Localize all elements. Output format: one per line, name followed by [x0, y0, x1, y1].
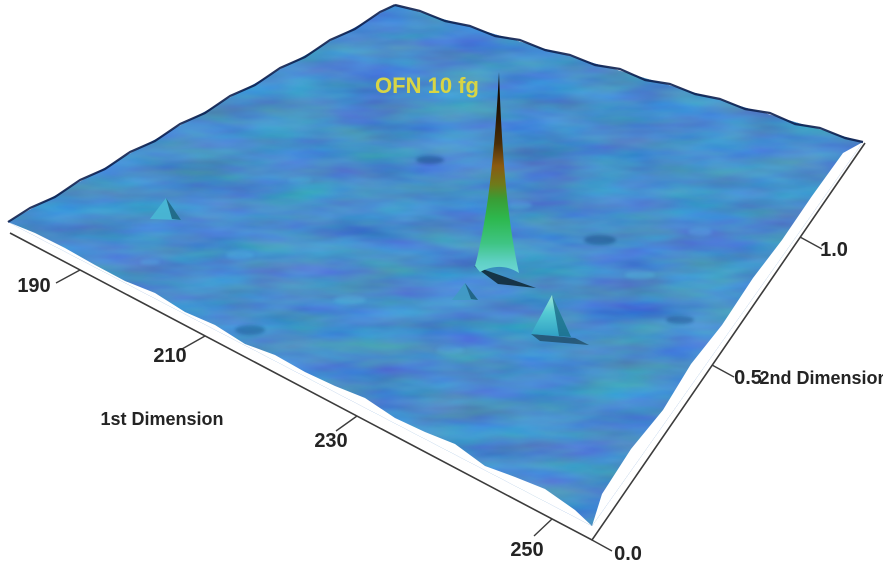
surface-sheet	[7, 3, 864, 526]
y-tick-0.5	[711, 364, 735, 378]
surface-streaks	[140, 156, 712, 354]
surface-far-ridge-left	[7, 4, 396, 223]
surface-far-ridge-right	[394, 3, 864, 144]
y-tick-label-0.5: 0.5	[734, 367, 762, 389]
y-tick-label-1.0: 1.0	[820, 239, 848, 261]
x-axis-title: 1st Dimension	[100, 409, 223, 429]
secondary-peak	[531, 295, 589, 345]
sheet-edge-white-front-right	[592, 142, 863, 526]
main-peak	[474, 72, 536, 288]
x-tick-230	[335, 415, 358, 432]
surface-noise-texture	[8, 5, 863, 526]
y-axis-title: 2nd Dimension	[759, 368, 883, 388]
minor-peaks	[150, 198, 478, 300]
main-peak-spike	[475, 72, 519, 273]
secondary-peak-shade-side	[552, 295, 571, 337]
secondary-peak-shadow	[531, 334, 589, 345]
peak-annotation-label: OFN 10 fg	[375, 73, 479, 98]
y-tick-0.0	[591, 539, 613, 552]
y-tick-label-0.0: 0.0	[614, 543, 642, 565]
sheet-edge-white-front-left	[8, 222, 592, 526]
y-tick-1.0	[799, 236, 823, 250]
minor-bump-peak	[452, 283, 478, 300]
x-tick-label-190: 190	[17, 275, 50, 297]
x-tick-190	[55, 269, 81, 284]
x-tick-label-230: 230	[314, 430, 347, 452]
axes	[9, 142, 866, 552]
x-tick-250	[533, 518, 553, 537]
x-tick-label-250: 250	[510, 539, 543, 561]
x-tick-210	[181, 335, 206, 350]
small-left-peak	[150, 198, 181, 220]
main-peak-shadow	[474, 266, 536, 288]
x-tick-label-210: 210	[153, 345, 186, 367]
